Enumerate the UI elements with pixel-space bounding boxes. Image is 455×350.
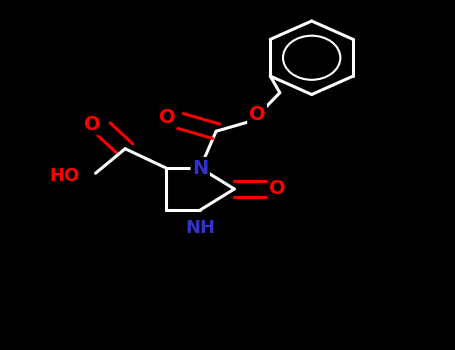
Text: HO: HO	[50, 167, 80, 185]
Text: O: O	[269, 180, 286, 198]
Text: O: O	[84, 115, 101, 134]
Text: NH: NH	[185, 219, 215, 237]
Text: N: N	[192, 159, 208, 177]
Text: O: O	[159, 108, 175, 127]
Text: O: O	[249, 105, 265, 124]
